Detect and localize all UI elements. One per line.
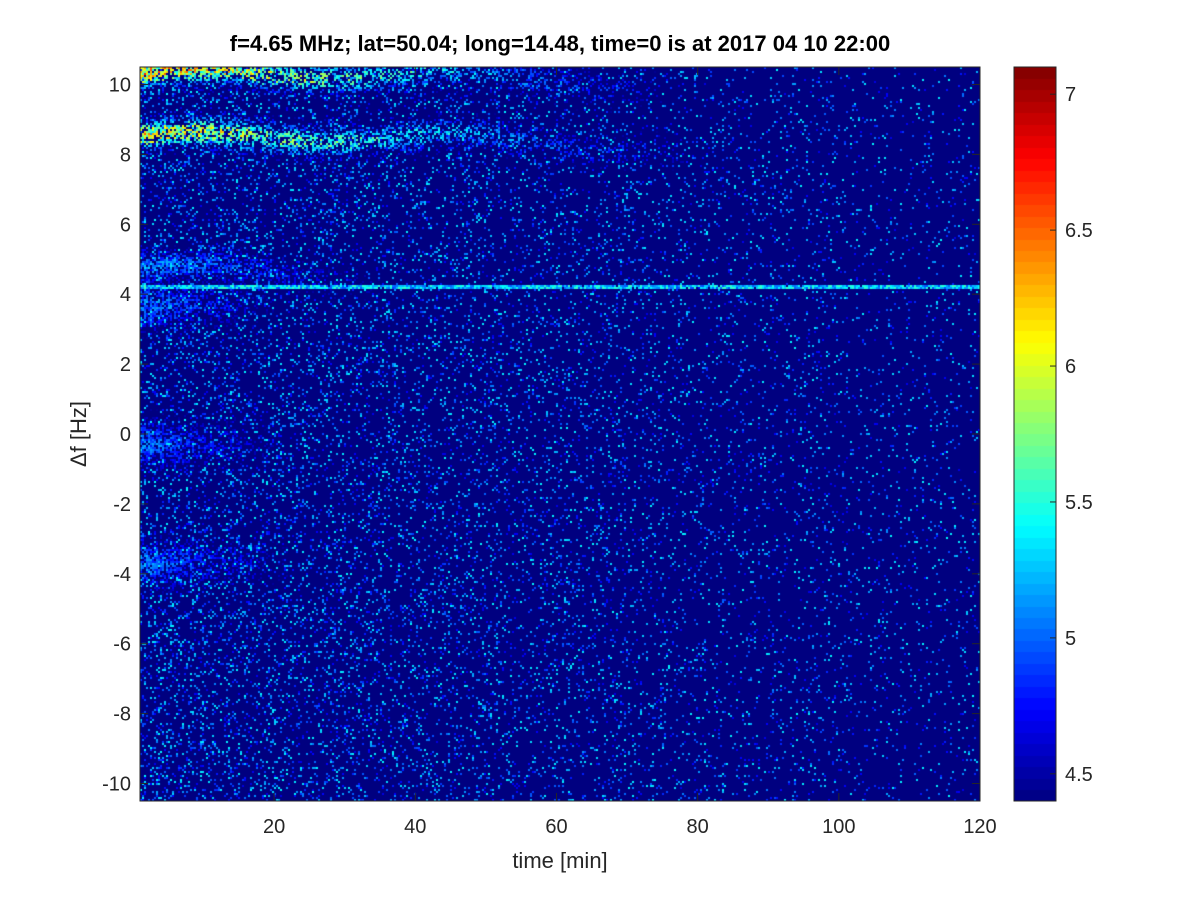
y-tick-label: 4 [120, 284, 131, 306]
y-tick-label: 10 [109, 74, 131, 96]
colorbar-tick-label: 6.5 [1065, 220, 1093, 242]
colorbar-tick-label: 6 [1065, 356, 1076, 378]
chart-title: f=4.65 MHz; lat=50.04; long=14.48, time=… [230, 31, 890, 56]
colorbar-tick-label: 4.5 [1065, 764, 1093, 786]
y-tick-label: -8 [113, 704, 131, 726]
y-tick-label: -4 [113, 564, 131, 586]
y-tick-label: 8 [120, 144, 131, 166]
x-tick-label: 120 [963, 816, 996, 838]
colorbar-tick-label: 7 [1065, 84, 1076, 106]
y-tick-label: -2 [113, 494, 131, 516]
colorbar-frame [1013, 66, 1057, 802]
y-tick-label: 6 [120, 214, 131, 236]
y-tick-label: -6 [113, 634, 131, 656]
heatmap-image [140, 67, 980, 801]
colorbar-tick-label: 5 [1065, 628, 1076, 650]
x-tick-label: 20 [263, 816, 285, 838]
y-tick-label: 0 [120, 424, 131, 446]
colorbar-ticks: 4.5 5 5.5 6 6.5 7 [1050, 84, 1093, 786]
colorbar-gradient [1014, 67, 1056, 801]
y-axis: -10 -8 -6 -4 -2 0 2 4 6 8 10 [102, 74, 980, 796]
x-tick-label: 100 [822, 816, 855, 838]
y-tick-label: -10 [102, 774, 131, 796]
colorbar: 4.5 5 5.5 6 6.5 7 [1013, 66, 1093, 802]
y-axis-label: Δf [Hz] [66, 401, 91, 467]
colorbar-tick-label: 5.5 [1065, 492, 1093, 514]
plot-area [139, 66, 981, 802]
x-tick-label: 40 [404, 816, 426, 838]
x-tick-label: 80 [687, 816, 709, 838]
y-tick-label: 2 [120, 354, 131, 376]
x-axis: 20 40 60 80 100 120 [263, 67, 997, 838]
x-tick-label: 60 [545, 816, 567, 838]
x-axis-label: time [min] [512, 848, 607, 873]
